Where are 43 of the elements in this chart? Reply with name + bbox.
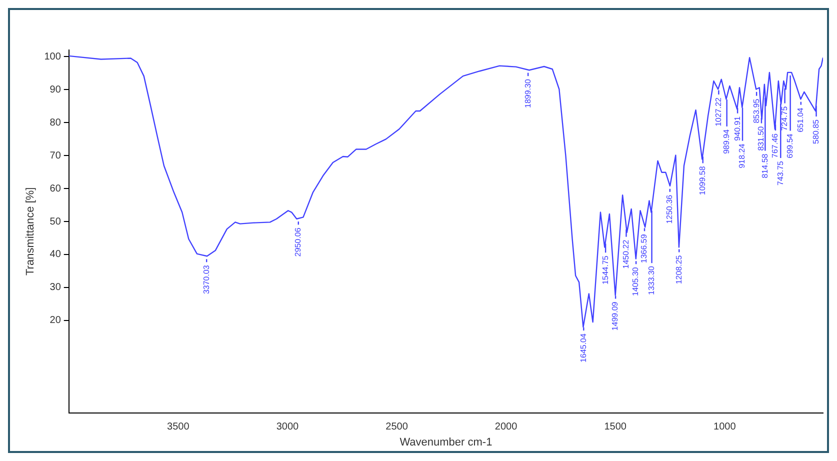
y-tick-label: 100 xyxy=(44,51,62,62)
annotation: 743.75 xyxy=(776,160,785,186)
y-tick-label: 30 xyxy=(50,282,62,294)
y-tick-label: 60 xyxy=(50,183,62,194)
annotation: 940.91 xyxy=(732,116,742,141)
x-tick-label: 1500 xyxy=(604,422,627,433)
annotation: 1544.75 xyxy=(600,255,610,285)
annotation: 1208.25 xyxy=(674,254,684,284)
y-tick-label: 90 xyxy=(50,84,62,96)
annotation: 831.50 xyxy=(756,126,766,151)
y-tick-label: 20 xyxy=(50,315,62,326)
annotation: 1450.22 xyxy=(621,239,630,269)
annotation: 699.54 xyxy=(786,133,795,158)
annotation: 580.85 xyxy=(811,118,820,144)
y-tick-label: 50 xyxy=(50,216,62,228)
annotation: 3370.03 xyxy=(202,264,211,294)
annotation: 814.58 xyxy=(760,153,770,178)
x-tick-label: 2000 xyxy=(494,422,518,433)
annotation: 651.04 xyxy=(796,107,806,132)
annotation: 1499.09 xyxy=(610,301,620,331)
annotation: 1405.30 xyxy=(631,266,640,296)
annotation: 1027.22 xyxy=(714,96,723,126)
x-tick-label: 2500 xyxy=(386,422,408,433)
x-tick-label: 1000 xyxy=(714,422,736,433)
annotation: 2950.06 xyxy=(294,227,303,257)
x-tick-label: 3500 xyxy=(167,422,190,433)
annotation: 989.94 xyxy=(722,128,732,154)
annotation: 1899.30 xyxy=(523,78,532,108)
annotation: 724.75 xyxy=(780,106,790,131)
y-axis-title: Transmittance [%] xyxy=(24,187,37,276)
y-tick-label: 70 xyxy=(50,150,62,162)
x-tick-label: 3000 xyxy=(276,422,300,433)
y-tick-label: 40 xyxy=(50,249,62,260)
annotation: 767.46 xyxy=(770,132,780,158)
y-tick-label: 80 xyxy=(50,117,62,128)
annotation: 1250.36 xyxy=(665,194,674,224)
annotation: 1333.30 xyxy=(646,266,656,296)
x-axis-title: Wavenumber cm-1 xyxy=(400,436,492,448)
annotation: 1366.59 xyxy=(640,234,649,264)
annotation: 918.24 xyxy=(738,143,747,168)
annotation: 853.95 xyxy=(752,98,761,124)
annotation: 1645.04 xyxy=(578,332,588,362)
annotation: 1099.58 xyxy=(698,166,708,196)
